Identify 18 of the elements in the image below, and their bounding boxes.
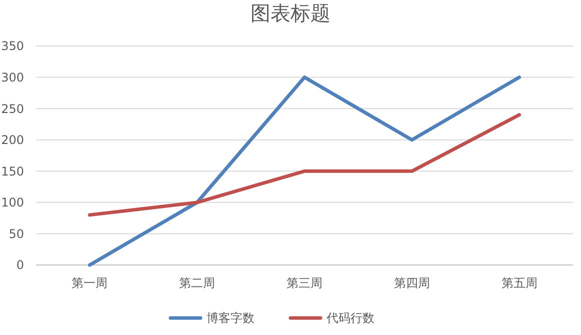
x-tick-label: 第一周 [72, 276, 108, 290]
legend-label: 代码行数 [326, 311, 374, 326]
y-tick-label: 150 [1, 164, 24, 178]
y-tick-label: 250 [1, 102, 24, 116]
y-tick-label: 0 [16, 258, 24, 272]
x-tick-label: 第三周 [286, 276, 322, 290]
y-tick-label: 300 [1, 70, 24, 84]
y-tick-label: 100 [1, 196, 24, 210]
y-tick-label: 350 [1, 39, 24, 54]
legend-label: 博客字数 [206, 311, 254, 326]
line-series [88, 76, 522, 267]
x-tick-label: 第四周 [394, 276, 430, 290]
x-tick-label: 第二周 [179, 276, 216, 290]
chart-title: 图表标题 [250, 1, 330, 25]
y-tick-label: 50 [8, 226, 24, 241]
line-series [88, 113, 522, 217]
y-tick-label: 200 [1, 133, 24, 148]
x-tick-label: 第五周 [501, 276, 538, 290]
